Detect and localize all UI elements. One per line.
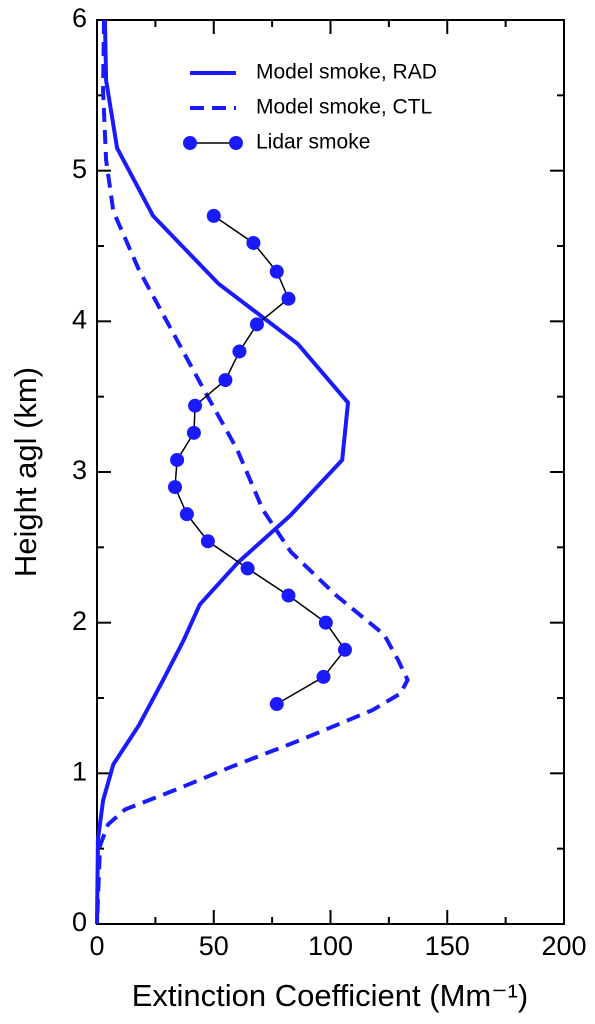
series-line [95, 19, 410, 925]
y-tick-label: 2 [72, 606, 87, 636]
data-point [249, 317, 264, 332]
legend-label: Model smoke, RAD [256, 61, 437, 84]
series-line [174, 215, 346, 705]
data-point [167, 480, 182, 495]
legend-marker [229, 136, 243, 150]
data-point [316, 669, 331, 684]
data-point [179, 507, 194, 522]
x-tick-label: 0 [89, 931, 104, 961]
data-point [318, 615, 333, 630]
data-point [337, 642, 352, 657]
y-tick-label: 1 [72, 756, 87, 786]
x-tick-label: 100 [308, 931, 353, 961]
data-point [240, 561, 255, 576]
data-point [188, 398, 203, 413]
data-point [186, 425, 201, 440]
y-tick-label: 4 [72, 304, 87, 334]
legend-label: Model smoke, CTL [256, 96, 432, 119]
x-axis-label: Extinction Coefficient (Mm⁻¹) [132, 978, 529, 1013]
series-line [95, 19, 351, 925]
data-point [269, 264, 284, 279]
data-point [269, 697, 284, 712]
data-point [206, 208, 221, 223]
y-tick-label: 3 [72, 455, 87, 485]
data-point [170, 452, 185, 467]
y-axis-label: Height agl (km) [8, 367, 43, 577]
data-point [281, 291, 296, 306]
data-point [246, 235, 261, 250]
y-tick-label: 6 [72, 3, 87, 33]
x-tick-label: 150 [425, 931, 470, 961]
x-tick-label: 50 [199, 931, 229, 961]
y-tick-label: 0 [72, 907, 87, 937]
legend-label: Lidar smoke [256, 131, 370, 154]
x-tick-label: 200 [541, 931, 586, 961]
data-point [281, 588, 296, 603]
data-point [232, 344, 247, 359]
legend-marker [183, 136, 197, 150]
data-point [218, 373, 233, 388]
data-point [200, 534, 215, 549]
y-tick-label: 5 [72, 154, 87, 184]
